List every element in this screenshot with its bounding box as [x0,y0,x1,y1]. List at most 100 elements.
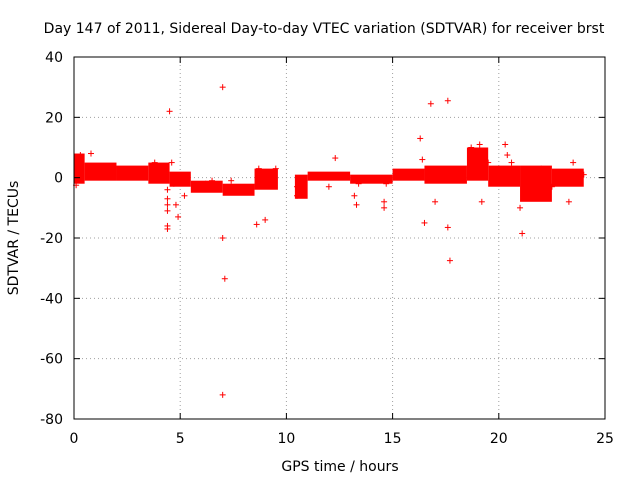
plot-frame [73,56,606,420]
data-band [254,168,278,190]
data-point [438,168,445,175]
data-band [520,165,552,202]
data-point [325,183,332,190]
data-point [221,275,228,282]
data-point [485,159,492,166]
data-point [164,195,171,202]
x-tick-label: 15 [384,431,402,447]
data-point [508,159,515,166]
data-band [424,165,467,184]
data-band [74,153,85,184]
data-point [570,159,577,166]
data-point [417,135,424,142]
data-point [419,156,426,163]
data-point [202,180,209,187]
data-point [317,173,324,180]
y-tick-label: 0 [54,171,63,187]
data-point [502,141,509,148]
axis-ticks: 0 5 10 15 20 25 -80 -60 -40 -20 0 20 40 [40,50,614,447]
data-points [73,84,587,398]
data-point [87,150,94,157]
data-point [393,171,400,178]
data-point [468,144,475,151]
y-tick-label: 40 [45,50,63,66]
data-point [548,183,555,190]
data-point [164,225,171,232]
data-point [504,152,511,159]
data-point [478,198,485,205]
data-band [466,147,489,181]
data-point [219,235,226,241]
data-point [294,183,301,190]
data-point [381,204,388,211]
chart-title: Day 147 of 2011, Sidereal Day-to-day VTE… [44,21,605,37]
data-point [77,152,84,159]
data-point [580,171,587,178]
data-band [307,171,351,181]
data-point [172,201,179,208]
x-tick-label: 25 [596,431,614,447]
data-point [151,159,158,166]
data-band [488,165,521,187]
grid [74,57,605,419]
data-point [166,108,173,115]
data-band [392,168,425,181]
data-point [355,180,362,187]
data-point [432,198,439,205]
data-point [476,141,483,148]
y-tick-label: -60 [40,352,63,368]
data-point [523,189,530,196]
data-bands [74,147,584,202]
data-point [421,219,428,226]
data-point [130,170,137,177]
x-tick-label: 20 [490,431,508,447]
x-tick-label: 10 [277,431,295,447]
x-tick-label: 0 [70,431,79,447]
data-band [169,171,191,187]
data-point [272,165,279,172]
data-band [84,162,117,181]
data-point [517,204,524,211]
data-point [294,192,301,199]
data-band [551,168,584,187]
data-point [209,177,216,184]
data-band [222,183,255,196]
data-point [228,177,235,184]
data-point [168,159,175,166]
data-point [353,201,360,208]
data-point [219,84,226,91]
data-point [170,180,177,187]
data-point [383,180,390,187]
data-point [164,186,171,193]
data-point [262,216,269,223]
y-tick-label: -80 [40,412,63,428]
data-point [219,391,226,398]
x-axis-label: GPS time / hours [281,459,398,475]
y-tick-label: -40 [40,291,63,307]
data-point [538,165,545,172]
y-tick-label: -20 [40,231,63,247]
data-point [427,100,434,107]
data-point [164,201,171,208]
data-point [253,221,260,228]
data-point [519,230,526,237]
data-band [350,174,393,184]
data-point [351,192,358,199]
data-point [381,198,388,205]
data-band [148,162,170,184]
data-point [444,97,451,104]
x-tick-label: 5 [176,431,185,447]
data-point [449,171,456,178]
data-point [255,165,262,172]
y-tick-label: 20 [45,110,63,126]
data-point [164,207,171,214]
data-point [175,213,182,220]
data-point [181,192,188,199]
data-point [444,224,451,231]
data-point [332,155,339,162]
data-point [446,257,453,264]
data-band [294,174,308,199]
data-band [190,180,223,193]
y-axis-label: SDTVAR / TECUs [6,181,22,296]
